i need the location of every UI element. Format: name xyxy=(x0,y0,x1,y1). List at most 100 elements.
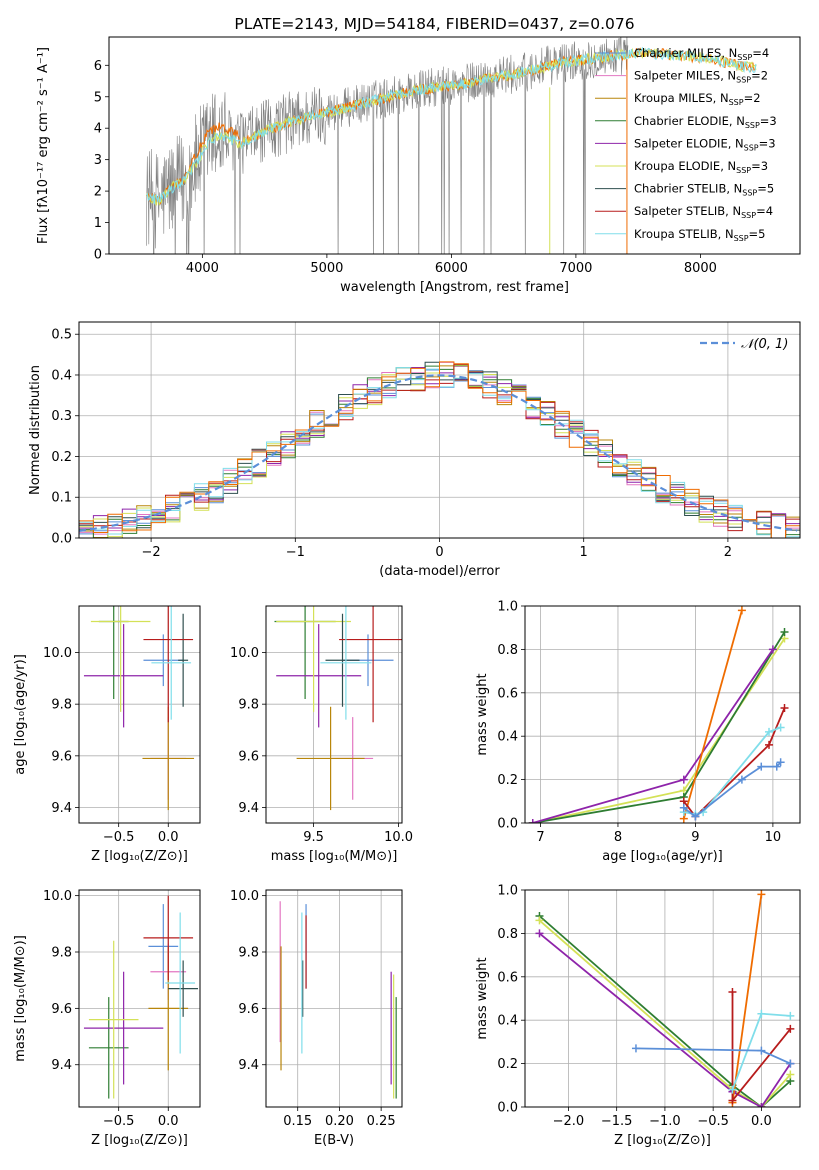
weight_vs_age-series-line xyxy=(682,610,743,819)
weight_vs_Z-point-marker xyxy=(728,987,737,996)
legend-lib: ELODIE xyxy=(678,159,720,173)
age_vs_Z-errorbar xyxy=(151,606,192,720)
normal-legend-label: 𝒩(0, 1) xyxy=(741,337,788,352)
legend-n: =2 xyxy=(751,69,768,83)
legend-entry: Chabrier MILES, NSSP=4 xyxy=(634,46,769,62)
weight_vs_Z-ytick-label: 0.8 xyxy=(497,927,518,942)
spectrum-legend: Chabrier MILES, NSSP=4 Salpeter MILES, NS… xyxy=(595,46,777,243)
age_vs_mass-errorbar xyxy=(276,606,351,712)
age_vs_mass-ytick-label: 9.6 xyxy=(238,749,259,764)
mass_vs_Z-errorbar xyxy=(165,912,196,1054)
residuals-xtick-label: 2 xyxy=(724,545,732,560)
legend-entry: Chabrier STELIB, NSSP=5 xyxy=(634,182,774,198)
legend-entry: Kroupa MILES, NSSP=2 xyxy=(634,91,761,107)
mass_vs_ebv-xlabel: E(B-V) xyxy=(314,1133,354,1148)
age_vs_Z-ytick-label: 10.0 xyxy=(43,646,72,661)
mass_vs_Z-plot-area xyxy=(83,895,199,1099)
spectrum-frame xyxy=(108,36,801,255)
age_vs_mass-errorbar xyxy=(296,706,365,811)
residuals-ytick-label: 0.4 xyxy=(51,368,72,383)
mass_vs_Z-xtick-label: 0.0 xyxy=(158,1114,179,1129)
mass_vs_ebv-frame xyxy=(265,889,403,1108)
mass_vs_Z-ylabel: mass [log₁₀(M/M⊙)] xyxy=(13,935,28,1062)
weight_vs_age-xtick-label: 7 xyxy=(536,830,544,845)
mass_vs_Z-frame xyxy=(78,889,201,1108)
spectrum-ytick-label: 5 xyxy=(94,90,102,105)
age_vs_mass-errorbar xyxy=(320,606,372,720)
weight_vs_Z-series-line xyxy=(538,932,792,1107)
weight_vs_Z-point-marker xyxy=(631,1044,640,1053)
weight_vs_age-point-marker xyxy=(679,775,688,784)
mass_vs_ebv-plot-area xyxy=(279,901,397,1099)
legend-imf: Salpeter xyxy=(634,204,683,218)
age_vs_mass-ytick-label: 9.4 xyxy=(238,801,259,816)
age_vs_mass-errorbar xyxy=(325,613,360,707)
weight_vs_Z-xlabel: Z [log₁₀(Z/Z⊙)] xyxy=(614,1133,711,1148)
age_vs_Z-panel: −0.5 0.0 9.4 9.6 9.8 10.0 Z [log₁₀(Z/Z⊙)] age [… xyxy=(13,605,201,864)
residuals-ytick-label: 0.2 xyxy=(51,450,72,465)
weight_vs_Z-point-marker xyxy=(757,1009,766,1018)
weight_vs_Z-point-marker xyxy=(786,1070,795,1079)
weight_vs_age-point-marker xyxy=(757,762,766,771)
weight_vs_Z-series-line xyxy=(538,919,792,1107)
legend-imf: Salpeter xyxy=(634,69,683,83)
legend-lib: ELODIE xyxy=(687,114,729,128)
weight_vs_Z-series-line xyxy=(538,915,792,1107)
age_vs_Z-errorbar xyxy=(90,606,151,712)
age_vs_Z-xtick-label: −0.5 xyxy=(103,830,135,845)
legend-lib: STELIB xyxy=(687,182,726,196)
weight_vs_Z-ytick-label: 0.0 xyxy=(497,1101,518,1116)
mass_vs_ebv-ytick-label: 10.0 xyxy=(230,889,259,904)
mass_vs_Z-errorbar xyxy=(168,960,199,1017)
legend-n: =4 xyxy=(752,46,769,60)
legend-lib: MILES xyxy=(678,91,712,105)
mass_vs_Z-ytick-label: 9.6 xyxy=(51,1002,72,1017)
weight_vs_age-xtick-label: 10 xyxy=(765,830,782,845)
age_vs_mass-xlabel: mass [log₁₀(M/M⊙)] xyxy=(271,849,398,864)
weight_vs_age-point-marker xyxy=(528,819,537,823)
weight_vs_age-point-marker xyxy=(780,703,789,712)
spectrum-model-line xyxy=(145,47,757,206)
weight_vs_Z-point-marker xyxy=(728,1085,737,1094)
weight_vs_Z-series-line xyxy=(731,894,763,1103)
weight_vs_age-point-marker xyxy=(765,727,774,736)
weight_vs_Z-ytick-label: 0.6 xyxy=(497,970,518,985)
weight_vs_age-ytick-label: 1.0 xyxy=(497,600,518,615)
legend-imf: Chabrier xyxy=(634,182,684,196)
spectrum-ytick-label: 4 xyxy=(94,122,102,137)
weight_vs_age-frame xyxy=(524,605,801,824)
legend-n: =5 xyxy=(757,182,774,196)
spectrum-xtick-label: 7000 xyxy=(559,261,592,276)
weight_vs_age-point-marker xyxy=(780,628,789,637)
mass_vs_Z-panel: −0.5 0.0 9.4 9.6 9.8 10.0 Z [log₁₀(Z/Z⊙)] mass … xyxy=(13,889,201,1148)
mass_vs_ebv-xtick-label: 0.20 xyxy=(325,1114,354,1129)
legend-lib: STELIB xyxy=(678,227,717,241)
mass_vs_ebv-grid xyxy=(266,890,402,1107)
residuals-xtick-label: −1 xyxy=(286,545,305,560)
spectrum-plot-area xyxy=(145,37,757,254)
age_vs_Z-frame xyxy=(78,605,201,824)
spectrum-title: PLATE=2143, MJD=54184, FIBERID=0437, z=0… xyxy=(234,15,634,33)
legend-entry: Chabrier ELODIE, NSSP=3 xyxy=(634,114,777,130)
legend-imf: Kroupa xyxy=(634,91,675,105)
weight_vs_age-point-marker xyxy=(772,762,781,771)
age_vs_mass-errorbar xyxy=(276,624,362,728)
weight_vs_age-point-marker xyxy=(768,645,777,654)
weight_vs_Z-point-marker xyxy=(728,1096,737,1105)
weight_vs_age-ytick-label: 0.2 xyxy=(497,773,518,788)
residuals-ytick-label: 0.3 xyxy=(51,409,72,424)
legend-imf: Chabrier xyxy=(634,114,684,128)
age_vs_mass-frame xyxy=(265,605,403,824)
mass_vs_Z-errorbar xyxy=(148,904,179,989)
legend-lib: STELIB xyxy=(686,204,725,218)
mass_vs_Z-ytick-label: 9.8 xyxy=(51,946,72,961)
residuals-ytick-label: 0.1 xyxy=(51,491,72,506)
mass_vs_Z-xlabel: Z [log₁₀(Z/Z⊙)] xyxy=(91,1133,188,1148)
legend-n: =4 xyxy=(756,204,773,218)
weight_vs_age-point-marker xyxy=(737,775,746,784)
mass_vs_ebv-xtick-label: 0.25 xyxy=(367,1114,396,1129)
mass_vs_Z-ytick-label: 9.4 xyxy=(51,1058,72,1073)
weight_vs_age-point-marker xyxy=(776,723,785,732)
weight_vs_age-xtick-label: 8 xyxy=(614,830,622,845)
